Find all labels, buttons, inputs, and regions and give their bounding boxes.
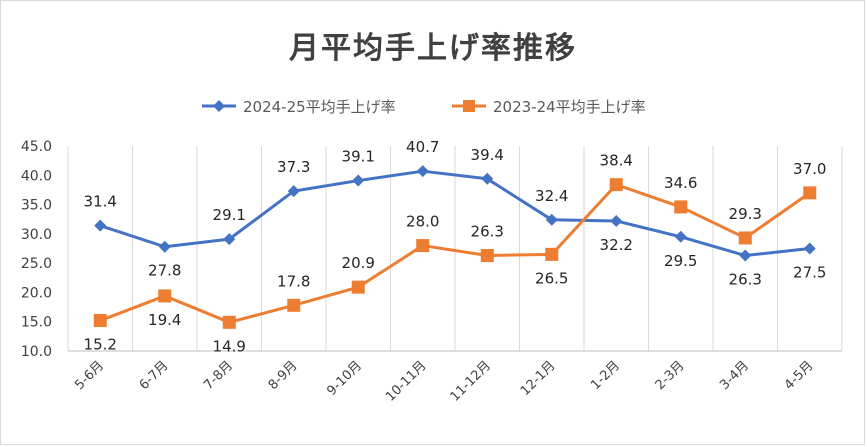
data-label: 37.3 [277,158,310,176]
data-point [674,200,688,214]
x-tick-label: 1-2月 [588,358,623,393]
legend-marker-diamond [213,100,225,112]
data-point [287,185,300,198]
x-tick-label: 9-10月 [324,358,365,399]
y-tick-label: 10.0 [21,344,52,360]
y-tick-label: 35.0 [21,198,52,214]
data-label: 29.5 [664,252,697,270]
x-tick-label: 3-4月 [717,358,752,393]
data-label: 27.5 [793,264,826,282]
y-tick-label: 15.0 [21,315,52,331]
legend-item-2: 2023-24平均手上げ率 [452,98,646,116]
data-label: 38.4 [600,152,633,170]
gridlines [67,146,843,352]
data-point [351,280,365,294]
series-2 [93,178,817,329]
series-line [99,169,810,258]
legend-marker-square [463,100,475,112]
series-1-labels: 31.4 27.8 29.1 37.3 39.1 40.7 39.4 32.4 32.2 29.5… [84,138,827,288]
data-point [480,249,494,263]
data-point [481,172,494,185]
data-label: 34.6 [664,174,697,192]
data-point [674,230,687,243]
x-tick-label: 2-3月 [653,358,688,393]
series-2-labels: 15.2 19.4 14.9 17.8 20.9 28.0 26.3 26.5 38.4 34.6… [84,152,827,356]
data-point [803,186,817,200]
data-point [352,174,365,187]
legend-label: 2024-25平均手上げ率 [243,98,396,116]
data-point [416,239,430,253]
data-point [223,233,236,246]
data-point [416,165,429,178]
x-tick-label: 6-7月 [137,358,172,393]
legend-item-1: 2024-25平均手上げ率 [202,98,396,116]
data-label: 40.7 [406,138,439,156]
series-line [99,183,811,324]
data-label: 15.2 [84,336,117,354]
y-tick-label: 45.0 [21,139,52,155]
x-tick-label: 4-5月 [782,358,817,393]
y-tick-label: 25.0 [21,256,52,272]
data-label: 31.4 [84,193,117,211]
data-label: 19.4 [148,311,181,329]
data-label: 20.9 [342,254,375,272]
data-label: 26.3 [729,271,762,289]
data-label: 29.1 [213,206,246,224]
data-point [93,314,107,328]
data-label: 26.5 [535,269,568,287]
data-label: 14.9 [213,337,246,355]
data-label: 39.1 [342,148,375,166]
data-point [739,249,752,262]
y-tick-label: 20.0 [21,285,52,301]
data-label: 39.4 [471,146,504,164]
data-point [158,240,171,253]
chart-title: 月平均手上げ率推移 [289,31,577,66]
x-tick-label: 12-1月 [518,358,559,399]
data-label: 17.8 [277,272,310,290]
legend-label: 2023-24平均手上げ率 [493,98,646,116]
x-tick-label: 8-9月 [266,358,301,393]
x-tick-label: 11-12月 [448,358,495,405]
data-label: 28.0 [406,213,439,231]
data-point [94,219,107,232]
y-tick-label: 30.0 [21,227,52,243]
data-label: 26.3 [471,223,504,241]
data-point [158,289,172,303]
data-point [609,178,623,192]
data-point [610,214,623,227]
data-point [222,315,236,329]
data-label: 27.8 [148,262,181,280]
data-point [287,298,301,312]
y-tick-label: 40.0 [21,168,52,184]
data-point [545,247,559,261]
data-point [803,242,816,255]
data-point [545,213,558,226]
data-label: 37.0 [793,160,826,178]
data-point [738,231,752,245]
x-tick-label: 7-8月 [201,358,236,393]
x-tick-label: 5-6月 [72,358,107,393]
x-tick-label: 10-11月 [383,358,430,405]
data-label: 29.3 [729,205,762,223]
series-1 [94,165,816,262]
data-label: 32.2 [600,236,633,254]
data-label: 32.4 [535,187,568,205]
